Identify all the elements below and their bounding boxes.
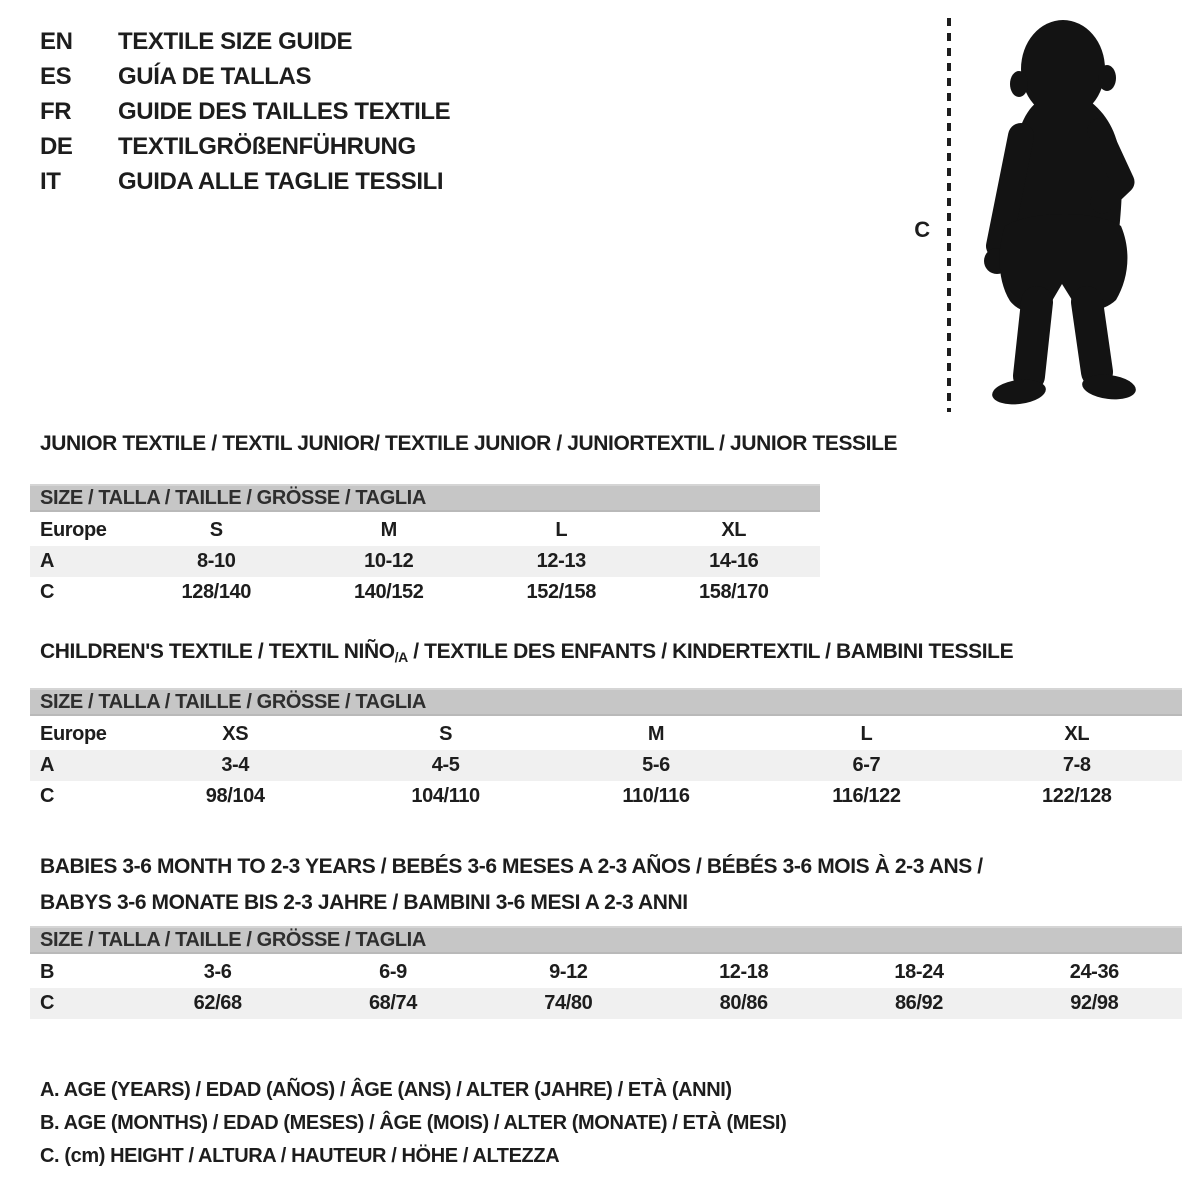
table-cell: 74/80: [544, 992, 593, 1014]
children-title-part2: / TEXTILE DES ENFANTS / KINDERTEXTIL / B…: [407, 640, 1014, 663]
legend-line-c: C. (cm) HEIGHT / ALTURA / HAUTEUR / HÖHE…: [40, 1145, 560, 1167]
language-row: EN TEXTILE SIZE GUIDE: [40, 24, 450, 59]
table-cell: 116/122: [832, 785, 901, 807]
babies-title-line2: BABYS 3-6 MONATE BIS 2-3 JAHRE / BAMBINI…: [40, 891, 688, 914]
language-row: IT GUIDA ALLE TAGLIE TESSILI: [40, 164, 450, 199]
table-cell: 3-6: [203, 961, 232, 983]
table-cell: 9-12: [549, 961, 588, 983]
legend-line-b: B. AGE (MONTHS) / EDAD (MESES) / ÂGE (MO…: [40, 1112, 787, 1134]
babies-size-table: SIZE / TALLA / TAILLE / GRÖSSE / TAGLIA B…: [30, 926, 1182, 1019]
table-cell: 104/110: [411, 785, 480, 807]
language-title: GUIDE DES TAILLES TEXTILE: [118, 97, 451, 125]
table-header-bar: SIZE / TALLA / TAILLE / GRÖSSE / TAGLIA: [30, 926, 1182, 954]
table-cell: L: [860, 723, 873, 745]
row-label: C: [40, 992, 55, 1014]
table-cell: 98/104: [205, 785, 265, 807]
language-title-list: EN TEXTILE SIZE GUIDE ES GUÍA DE TALLAS …: [40, 24, 451, 199]
baby-silhouette-figure: [947, 18, 1136, 412]
table-cell: 68/74: [368, 992, 418, 1014]
junior-size-table: SIZE / TALLA / TAILLE / GRÖSSE / TAGLIA E…: [30, 484, 820, 608]
children-title-sub: /A: [394, 649, 409, 665]
table-cell: 12-13: [536, 550, 587, 572]
table-row: C 128/140 140/152 152/158 158/170: [30, 577, 820, 608]
table-cell: 110/116: [622, 785, 690, 807]
table-cell: 14-16: [709, 550, 759, 572]
language-row: FR GUIDE DES TAILLES TEXTILE: [40, 94, 451, 129]
table-row: C 62/68 68/74 74/80 80/86 86/92 92/98: [30, 988, 1182, 1019]
row-label: C: [40, 581, 55, 603]
table-cell: 92/98: [1070, 992, 1119, 1014]
table-cell: 152/158: [526, 581, 597, 603]
language-title: TEXTILE SIZE GUIDE: [118, 27, 353, 55]
baby-silhouette: [984, 20, 1136, 405]
row-label: C: [40, 785, 55, 807]
table-cell: S: [439, 723, 453, 745]
row-label: A: [40, 754, 55, 776]
language-code: ES: [40, 62, 72, 90]
junior-section-title: JUNIOR TEXTILE / TEXTIL JUNIOR/ TEXTILE …: [40, 432, 898, 455]
table-cell: 128/140: [181, 581, 252, 603]
table-cell: 80/86: [719, 992, 768, 1014]
table-cell: L: [555, 519, 568, 541]
row-label: B: [40, 961, 55, 983]
row-label: Europe: [40, 723, 107, 745]
table-row: C 98/104 104/110 110/116 116/122 122/128: [30, 781, 1182, 812]
table-cell: 5-6: [642, 754, 670, 776]
table-cell: 7-8: [1062, 754, 1091, 776]
language-code: EN: [40, 27, 73, 55]
language-title: TEXTILGRÖßENFÜHRUNG: [118, 132, 416, 160]
table-row: Europe XS S M L XL: [30, 719, 1182, 750]
table-row: A 3-4 4-5 5-6 6-7 7-8: [30, 750, 1182, 781]
table-cell: 62/68: [193, 992, 242, 1014]
table-cell: 12-18: [719, 961, 769, 983]
table-header-bar: SIZE / TALLA / TAILLE / GRÖSSE / TAGLIA: [30, 688, 1182, 716]
children-section-title: CHILDREN'S TEXTILE / TEXTIL NIÑO/A / TEX…: [40, 640, 1014, 665]
table-cell: 3-4: [221, 754, 250, 776]
language-row: ES GUÍA DE TALLAS: [40, 59, 450, 94]
language-code: FR: [40, 97, 72, 125]
table-cell: 122/128: [1042, 785, 1112, 807]
table-cell: 4-5: [431, 754, 460, 776]
children-title-part1: CHILDREN'S TEXTILE / TEXTIL NIÑO: [40, 640, 395, 663]
table-cell: 86/92: [894, 992, 944, 1014]
table-cell: 6-9: [379, 961, 407, 983]
babies-section-title: BABIES 3-6 MONTH TO 2-3 YEARS / BEBÉS 3-…: [40, 849, 983, 921]
table-cell: 6-7: [852, 754, 881, 776]
table-cell: 158/170: [699, 581, 769, 603]
babies-title-line1: BABIES 3-6 MONTH TO 2-3 YEARS / BEBÉS 3-…: [40, 855, 983, 878]
language-code: DE: [40, 132, 73, 160]
table-header-bar: SIZE / TALLA / TAILLE / GRÖSSE / TAGLIA: [30, 484, 820, 512]
language-title: GUÍA DE TALLAS: [118, 62, 312, 90]
language-row: DE TEXTILGRÖßENFÜHRUNG: [40, 129, 450, 164]
table-row: B 3-6 6-9 9-12 12-18 18-24 24-36: [30, 957, 1182, 988]
table-cell: 8-10: [197, 550, 236, 572]
table-cell: 18-24: [894, 961, 944, 983]
table-cell: XL: [721, 519, 747, 541]
children-size-table: SIZE / TALLA / TAILLE / GRÖSSE / TAGLIA E…: [30, 688, 1182, 812]
height-measure-label: C: [914, 217, 930, 242]
table-cell: 140/152: [354, 581, 424, 603]
table-cell: XL: [1064, 723, 1090, 745]
table-row: A 8-10 10-12 12-13 14-16: [30, 546, 820, 577]
table-row: Europe S M L XL: [30, 515, 820, 546]
row-label: Europe: [40, 519, 107, 541]
row-label: A: [40, 550, 55, 572]
language-code: IT: [40, 167, 61, 195]
language-title: GUIDA ALLE TAGLIE TESSILI: [118, 167, 444, 195]
table-cell: XS: [222, 723, 249, 745]
table-cell: M: [380, 519, 398, 541]
table-cell: 10-12: [364, 550, 414, 572]
table-cell: 24-36: [1069, 961, 1120, 983]
legend-line-a: A. AGE (YEARS) / EDAD (AÑOS) / ÂGE (ANS)…: [40, 1079, 732, 1101]
table-cell: S: [209, 519, 223, 541]
table-cell: M: [647, 723, 665, 745]
measurement-legend: A. AGE (YEARS) / EDAD (AÑOS) / ÂGE (ANS)…: [40, 1074, 787, 1173]
